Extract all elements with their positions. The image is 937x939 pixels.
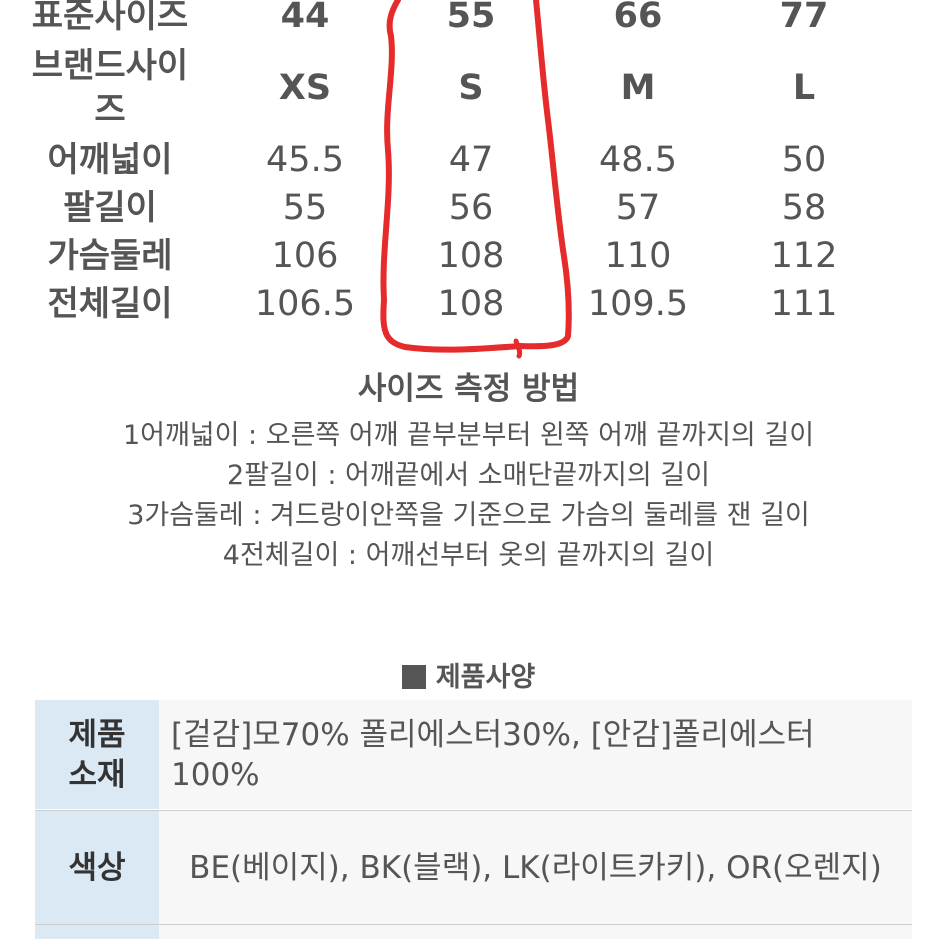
size-row-shoulder: 어깨넓이 45.5 47 48.5 50 <box>0 138 937 182</box>
measurement-title: 사이즈 측정 방법 <box>357 371 580 407</box>
chest-cell: 108 <box>437 236 505 276</box>
brand-size-cell: XS <box>278 68 332 108</box>
brand-size-cell: S <box>458 68 484 108</box>
spec-value-material: [겉감]모70% 폴리에스터30%, [안감]폴리에스터100% <box>159 700 912 809</box>
length-cell: 109.5 <box>587 284 689 324</box>
row-label-chest: 가슴둘레 <box>47 236 173 276</box>
sleeve-cell: 57 <box>615 188 661 228</box>
size-row-standard: 표준사이즈 44 55 66 77 <box>0 0 937 38</box>
size-row-sleeve: 팔길이 55 56 57 58 <box>0 186 937 230</box>
spec-value-next <box>159 925 912 939</box>
standard-size-cell: 77 <box>779 0 829 36</box>
spec-label-next <box>35 925 159 939</box>
spec-label-material-text: 제품소재 <box>68 716 126 793</box>
shoulder-cell: 47 <box>448 140 494 180</box>
spec-table: 제품소재 [겉감]모70% 폴리에스터30%, [안감]폴리에스터100% 색상… <box>35 700 912 939</box>
row-label-brand: 브랜드사이즈 <box>31 46 189 130</box>
highlight-stroke <box>380 0 572 353</box>
sleeve-cell: 56 <box>448 188 494 228</box>
spec-label-color: 색상 <box>35 811 159 924</box>
shoulder-cell: 48.5 <box>599 140 677 180</box>
row-label-sleeve: 팔길이 <box>63 188 157 228</box>
highlight-stroke-tail <box>513 338 523 359</box>
sleeve-cell: 58 <box>781 188 827 228</box>
measurement-line: 1어깨넓이 : 오른쪽 어깨 끝부분부터 왼쪽 어깨 끝까지의 길이 <box>122 420 815 451</box>
spec-label-material: 제품소재 <box>35 700 159 809</box>
length-cell: 111 <box>770 284 838 324</box>
brand-size-cell: L <box>792 68 816 108</box>
row-label-standard: 표준사이즈 <box>31 0 189 36</box>
sleeve-cell: 55 <box>282 188 328 228</box>
chest-cell: 112 <box>770 236 838 276</box>
size-row-brand: 브랜드사이즈 XS S M L <box>0 44 937 132</box>
shoulder-cell: 50 <box>781 140 827 180</box>
size-row-length: 전체길이 106.5 108 109.5 111 <box>0 282 937 326</box>
spec-heading: 제품사양 <box>0 658 937 698</box>
spec-heading-text: 제품사양 <box>435 662 536 693</box>
measurement-line: 2팔길이 : 어깨끝에서 소매단끝까지의 길이 <box>227 460 710 491</box>
measurement-line: 4전체길이 : 어깨선부터 옷의 끝까지의 길이 <box>222 540 715 571</box>
row-label-shoulder: 어깨넓이 <box>47 140 173 180</box>
measurement-line: 3가슴둘레 : 겨드랑이안쪽을 기준으로 가슴의 둘레를 잰 길이 <box>127 500 810 531</box>
spec-row-next <box>35 924 912 939</box>
spec-value-color: BE(베이지), BK(블랙), LK(라이트카키), OR(오렌지) <box>159 811 912 924</box>
square-bullet-icon <box>401 665 426 689</box>
standard-size-cell: 44 <box>280 0 330 36</box>
row-label-length: 전체길이 <box>47 284 173 324</box>
length-cell: 106.5 <box>254 284 356 324</box>
standard-size-cell: 55 <box>446 0 496 36</box>
chest-cell: 106 <box>271 236 339 276</box>
chest-cell: 110 <box>604 236 672 276</box>
length-cell: 108 <box>437 284 505 324</box>
brand-size-cell: M <box>620 68 656 108</box>
spec-row-material: 제품소재 [겉감]모70% 폴리에스터30%, [안감]폴리에스터100% <box>35 700 912 809</box>
size-row-chest: 가슴둘레 106 108 110 112 <box>0 234 937 278</box>
spec-row-color: 색상 BE(베이지), BK(블랙), LK(라이트카키), OR(오렌지) <box>35 810 912 924</box>
standard-size-cell: 66 <box>613 0 663 36</box>
shoulder-cell: 45.5 <box>266 140 344 180</box>
